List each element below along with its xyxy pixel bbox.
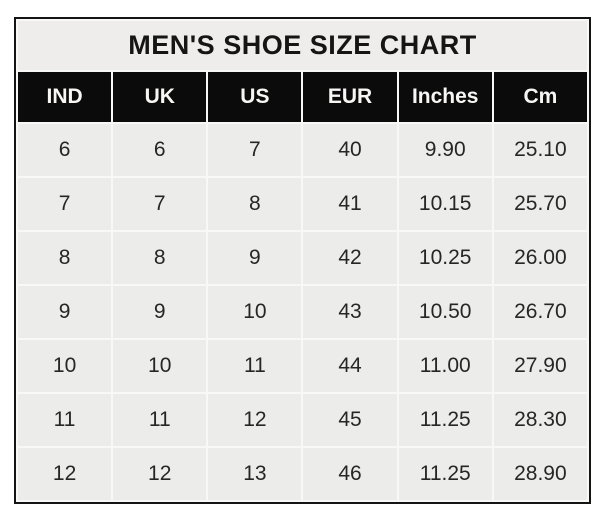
cell-ind: 6	[18, 124, 112, 176]
cell-uk: 7	[113, 178, 207, 230]
cell-eur: 46	[303, 448, 397, 500]
cell-eur: 45	[303, 394, 397, 446]
cell-inches: 11.25	[398, 394, 492, 446]
cell-eur: 43	[303, 286, 397, 338]
cell-inches: 10.50	[398, 286, 492, 338]
cell-eur: 40	[303, 124, 397, 176]
column-header-uk: UK	[113, 72, 207, 122]
column-header-eur: EUR	[303, 72, 397, 122]
cell-uk: 10	[113, 340, 207, 392]
cell-cm: 25.10	[493, 124, 587, 176]
cell-eur: 44	[303, 340, 397, 392]
cell-cm: 26.00	[493, 232, 587, 284]
cell-cm: 26.70	[493, 286, 587, 338]
table-row: 12 12 13 46 11.25 28.90	[18, 448, 587, 500]
cell-uk: 6	[113, 124, 207, 176]
cell-ind: 11	[18, 394, 112, 446]
size-chart-table: MEN'S SHOE SIZE CHART IND UK US EUR Inch…	[14, 17, 591, 504]
column-header-inches: Inches	[398, 72, 492, 122]
cell-uk: 12	[113, 448, 207, 500]
table-row: 6 6 7 40 9.90 25.10	[18, 124, 587, 176]
cell-ind: 9	[18, 286, 112, 338]
cell-us: 7	[208, 124, 302, 176]
cell-eur: 42	[303, 232, 397, 284]
cell-inches: 10.25	[398, 232, 492, 284]
cell-ind: 8	[18, 232, 112, 284]
cell-cm: 28.90	[493, 448, 587, 500]
cell-ind: 7	[18, 178, 112, 230]
column-header-ind: IND	[18, 72, 112, 122]
table-row: 8 8 9 42 10.25 26.00	[18, 232, 587, 284]
cell-ind: 10	[18, 340, 112, 392]
cell-inches: 11.25	[398, 448, 492, 500]
cell-us: 10	[208, 286, 302, 338]
cell-uk: 9	[113, 286, 207, 338]
cell-us: 9	[208, 232, 302, 284]
cell-cm: 27.90	[493, 340, 587, 392]
column-header-cm: Cm	[493, 72, 587, 122]
cell-us: 8	[208, 178, 302, 230]
table-row: 7 7 8 41 10.15 25.70	[18, 178, 587, 230]
title-row: MEN'S SHOE SIZE CHART	[18, 21, 587, 70]
table-row: 11 11 12 45 11.25 28.30	[18, 394, 587, 446]
cell-uk: 11	[113, 394, 207, 446]
table-row: 9 9 10 43 10.50 26.70	[18, 286, 587, 338]
header-row: IND UK US EUR Inches Cm	[18, 72, 587, 122]
column-header-us: US	[208, 72, 302, 122]
cell-ind: 12	[18, 448, 112, 500]
cell-inches: 11.00	[398, 340, 492, 392]
cell-us: 13	[208, 448, 302, 500]
cell-inches: 9.90	[398, 124, 492, 176]
cell-us: 12	[208, 394, 302, 446]
cell-uk: 8	[113, 232, 207, 284]
table-row: 10 10 11 44 11.00 27.90	[18, 340, 587, 392]
cell-eur: 41	[303, 178, 397, 230]
cell-inches: 10.15	[398, 178, 492, 230]
cell-us: 11	[208, 340, 302, 392]
chart-title: MEN'S SHOE SIZE CHART	[18, 21, 587, 70]
shoe-size-chart: MEN'S SHOE SIZE CHART IND UK US EUR Inch…	[14, 17, 591, 504]
cell-cm: 25.70	[493, 178, 587, 230]
cell-cm: 28.30	[493, 394, 587, 446]
